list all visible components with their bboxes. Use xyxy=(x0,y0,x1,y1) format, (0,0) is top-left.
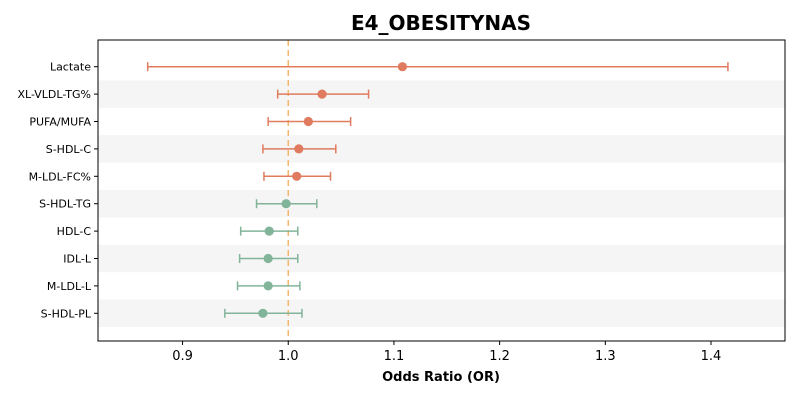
y-tick-label: S-HDL-C xyxy=(46,143,92,156)
y-tick-label: PUFA/MUFA xyxy=(29,116,91,129)
point-estimate xyxy=(281,199,291,209)
point-estimate xyxy=(317,89,327,99)
forest-row xyxy=(146,62,729,72)
row-band xyxy=(98,299,785,327)
x-tick-label: 1.1 xyxy=(384,349,405,364)
point-estimate xyxy=(263,281,273,291)
y-tick-label: XL-VLDL-TG% xyxy=(17,88,91,101)
y-axis-ticks: Lactate XL-VLDL-TG% PUFA/MUFA S-HDL-C M-LDL-… xyxy=(17,61,98,320)
y-tick-label: HDL-C xyxy=(57,225,92,238)
forest-row xyxy=(224,308,303,318)
forest-row xyxy=(263,171,332,181)
y-tick-label: S-HDL-TG xyxy=(39,198,91,211)
point-estimate xyxy=(292,171,302,181)
point-estimate xyxy=(397,62,407,72)
point-estimate xyxy=(303,116,313,127)
estimates xyxy=(146,62,729,318)
x-tick-label: 1.2 xyxy=(489,349,510,364)
y-tick-label: M-LDL-L xyxy=(47,280,92,293)
row-band xyxy=(98,135,785,163)
x-tick-label: 1.3 xyxy=(595,349,616,364)
point-estimate xyxy=(264,226,274,236)
x-tick-label: 0.9 xyxy=(172,349,193,364)
x-axis-ticks: 0.9 1.0 1.1 1.2 1.3 1.4 xyxy=(172,341,721,364)
row-band xyxy=(98,80,785,108)
row-bands xyxy=(98,80,785,327)
forest-row xyxy=(276,89,370,99)
x-tick-label: 1.0 xyxy=(278,349,299,364)
row-band xyxy=(98,244,785,273)
forest-row xyxy=(238,253,299,264)
point-estimate xyxy=(294,144,304,154)
x-tick-label: 1.4 xyxy=(701,349,722,364)
forest-row xyxy=(236,281,301,291)
y-tick-label: S-HDL-PL xyxy=(41,307,92,320)
point-estimate xyxy=(258,308,268,318)
forest-row xyxy=(255,199,318,209)
forest-row xyxy=(239,226,299,236)
forest-row xyxy=(267,116,352,127)
y-tick-label: M-LDL-FC% xyxy=(29,170,91,183)
forest-row xyxy=(262,144,337,154)
point-estimate xyxy=(263,253,273,264)
x-axis-label: Odds Ratio (OR) xyxy=(382,370,500,385)
plot-frame xyxy=(97,39,786,342)
y-tick-label: Lactate xyxy=(50,61,91,74)
chart-title: E4_OBESITYNAS xyxy=(351,11,531,35)
row-band xyxy=(98,190,785,218)
y-tick-label: IDL-L xyxy=(63,253,92,266)
